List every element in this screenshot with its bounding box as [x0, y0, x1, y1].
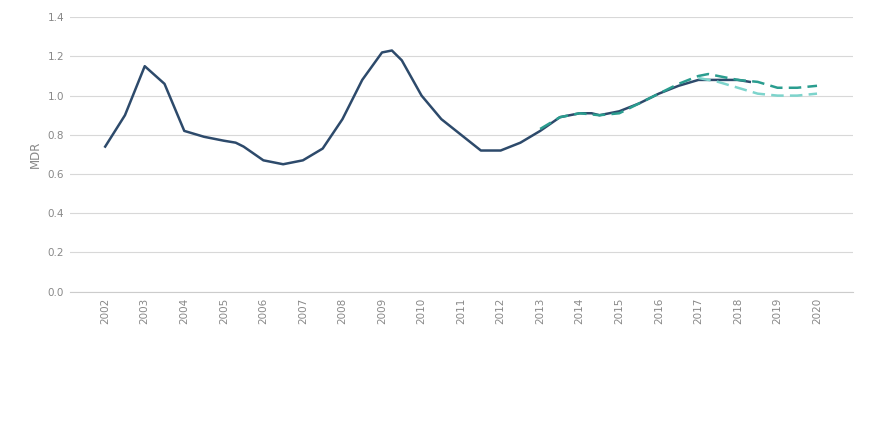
ACTUAL — [653, 91, 663, 96]
MODEL (USED VEHICLE PRICE UP) — [732, 85, 742, 91]
ACTUAL — [416, 93, 427, 98]
MODEL (USED VEHICLE PRICE FLAT) — [673, 81, 683, 86]
ACTUAL — [475, 148, 486, 153]
ACTUAL — [238, 144, 249, 149]
MODEL (USED VEHICLE PRICE UP) — [791, 93, 801, 98]
ACTUAL — [744, 79, 754, 85]
MODEL (USED VEHICLE PRICE FLAT) — [791, 85, 801, 91]
ACTUAL — [586, 111, 596, 116]
ACTUAL — [712, 77, 722, 82]
MODEL (USED VEHICLE PRICE FLAT) — [574, 111, 584, 116]
ACTUAL — [534, 128, 545, 133]
ACTUAL — [574, 111, 584, 116]
ACTUAL — [356, 77, 367, 82]
ACTUAL — [732, 77, 742, 82]
ACTUAL — [376, 50, 387, 55]
MODEL (USED VEHICLE PRICE FLAT) — [534, 127, 545, 132]
MODEL (USED VEHICLE PRICE FLAT) — [594, 113, 604, 118]
ACTUAL — [514, 140, 525, 145]
ACTUAL — [614, 109, 624, 114]
Line: ACTUAL: ACTUAL — [105, 51, 749, 164]
MODEL (USED VEHICLE PRICE UP) — [772, 93, 782, 98]
ACTUAL — [455, 132, 466, 137]
MODEL (USED VEHICLE PRICE FLAT) — [614, 111, 624, 116]
MODEL (USED VEHICLE PRICE FLAT) — [702, 72, 713, 77]
ACTUAL — [297, 158, 308, 163]
ACTUAL — [396, 58, 407, 63]
ACTUAL — [179, 128, 189, 133]
MODEL (USED VEHICLE PRICE UP) — [752, 91, 762, 96]
ACTUAL — [100, 144, 110, 149]
ACTUAL — [258, 158, 269, 163]
Line: MODEL (USED VEHICLE PRICE FLAT): MODEL (USED VEHICLE PRICE FLAT) — [540, 74, 816, 129]
MODEL (USED VEHICLE PRICE FLAT) — [634, 101, 644, 106]
ACTUAL — [494, 148, 505, 153]
ACTUAL — [277, 162, 288, 167]
ACTUAL — [594, 113, 604, 118]
ACTUAL — [139, 63, 149, 69]
MODEL (USED VEHICLE PRICE FLAT) — [811, 83, 821, 88]
MODEL (USED VEHICLE PRICE FLAT) — [554, 115, 565, 120]
MODEL (USED VEHICLE PRICE FLAT) — [653, 91, 663, 96]
MODEL (USED VEHICLE PRICE FLAT) — [772, 85, 782, 91]
ACTUAL — [230, 140, 241, 145]
ACTUAL — [120, 113, 130, 118]
MODEL (USED VEHICLE PRICE FLAT) — [732, 77, 742, 82]
MODEL (USED VEHICLE PRICE FLAT) — [712, 73, 722, 79]
MODEL (USED VEHICLE PRICE UP) — [712, 79, 722, 85]
ACTUAL — [337, 117, 348, 122]
Line: MODEL (USED VEHICLE PRICE UP): MODEL (USED VEHICLE PRICE UP) — [698, 78, 816, 96]
ACTUAL — [317, 146, 328, 151]
ACTUAL — [386, 48, 396, 53]
ACTUAL — [435, 117, 446, 122]
ACTUAL — [693, 77, 703, 82]
MODEL (USED VEHICLE PRICE UP) — [693, 76, 703, 81]
ACTUAL — [199, 134, 209, 139]
Y-axis label: MDR: MDR — [29, 141, 42, 168]
MODEL (USED VEHICLE PRICE FLAT) — [752, 79, 762, 85]
ACTUAL — [673, 83, 683, 88]
ACTUAL — [554, 115, 565, 120]
ACTUAL — [634, 101, 644, 106]
MODEL (USED VEHICLE PRICE FLAT) — [693, 73, 703, 79]
ACTUAL — [218, 138, 229, 143]
MODEL (USED VEHICLE PRICE UP) — [811, 91, 821, 96]
ACTUAL — [159, 81, 169, 86]
